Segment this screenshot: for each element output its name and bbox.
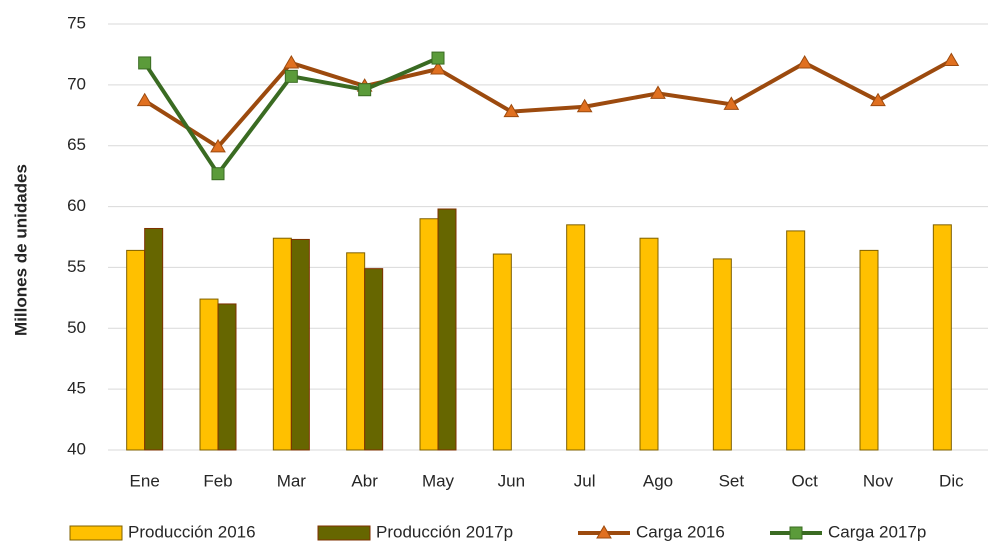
y-tick-label: 40 xyxy=(67,439,86,458)
bar xyxy=(346,252,366,451)
x-tick-label: Mar xyxy=(277,471,307,490)
line-marker xyxy=(284,69,298,83)
x-tick-label: Set xyxy=(719,471,745,490)
bar xyxy=(566,224,586,451)
legend-label: Producción 2017p xyxy=(376,522,513,541)
y-tick-label: 45 xyxy=(67,379,86,398)
line-marker xyxy=(431,51,445,65)
bar xyxy=(859,249,879,451)
x-tick-label: Jun xyxy=(498,471,525,490)
line-marker xyxy=(943,52,960,67)
x-tick-label: Oct xyxy=(791,471,818,490)
x-tick-label: Ago xyxy=(643,471,673,490)
bar xyxy=(786,230,806,451)
line-marker xyxy=(430,61,446,75)
y-tick-label: 55 xyxy=(67,257,86,276)
x-tick-label: May xyxy=(422,471,455,490)
bar xyxy=(364,268,384,451)
x-tick-label: Nov xyxy=(863,471,894,490)
line-marker xyxy=(650,85,666,99)
y-tick-label: 70 xyxy=(67,74,86,93)
x-tick-label: Abr xyxy=(351,471,378,490)
y-tick-label: 60 xyxy=(67,196,86,215)
bar xyxy=(199,298,219,451)
legend-label: Carga 2016 xyxy=(636,522,725,541)
bar xyxy=(290,238,310,451)
line xyxy=(143,58,953,150)
line-marker xyxy=(796,54,813,69)
y-tick-label: 50 xyxy=(67,318,86,337)
line-marker xyxy=(870,92,886,107)
bar xyxy=(492,253,512,451)
bar xyxy=(419,218,439,451)
line-marker xyxy=(358,83,372,97)
bar xyxy=(712,258,732,451)
line-marker xyxy=(723,96,740,110)
line-marker xyxy=(576,98,593,113)
bar xyxy=(272,237,292,451)
x-tick-label: Dic xyxy=(939,471,964,490)
line-marker xyxy=(283,54,300,69)
bar xyxy=(932,224,952,451)
line-marker xyxy=(136,92,153,107)
bar xyxy=(126,249,146,451)
x-tick-label: Ene xyxy=(130,471,160,490)
x-tick-label: Jul xyxy=(574,471,596,490)
legend-marker xyxy=(596,525,612,539)
legend-swatch xyxy=(317,525,371,541)
legend-marker xyxy=(789,526,803,540)
y-tick-label: 75 xyxy=(67,13,86,32)
bar xyxy=(217,303,237,451)
y-axis-label: Millones de unidades xyxy=(11,164,30,336)
line-marker xyxy=(211,167,225,181)
bar xyxy=(144,227,164,451)
line-marker xyxy=(210,138,226,153)
legend-label: Carga 2017p xyxy=(828,522,926,541)
bar xyxy=(437,208,457,451)
line-marker xyxy=(138,56,152,70)
line-marker xyxy=(503,103,520,118)
y-tick-label: 65 xyxy=(67,135,86,154)
legend-label: Producción 2016 xyxy=(128,522,256,541)
bar xyxy=(639,237,659,451)
x-tick-label: Feb xyxy=(203,471,232,490)
legend-swatch xyxy=(69,525,123,541)
